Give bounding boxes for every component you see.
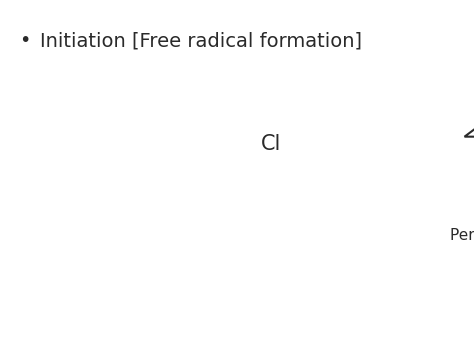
Text: Peroxide effect: Peroxide effect [450, 228, 474, 242]
Text: •: • [19, 31, 30, 50]
Text: Cl: Cl [261, 134, 281, 154]
Text: Initiation [Free radical formation]: Initiation [Free radical formation] [40, 31, 362, 50]
